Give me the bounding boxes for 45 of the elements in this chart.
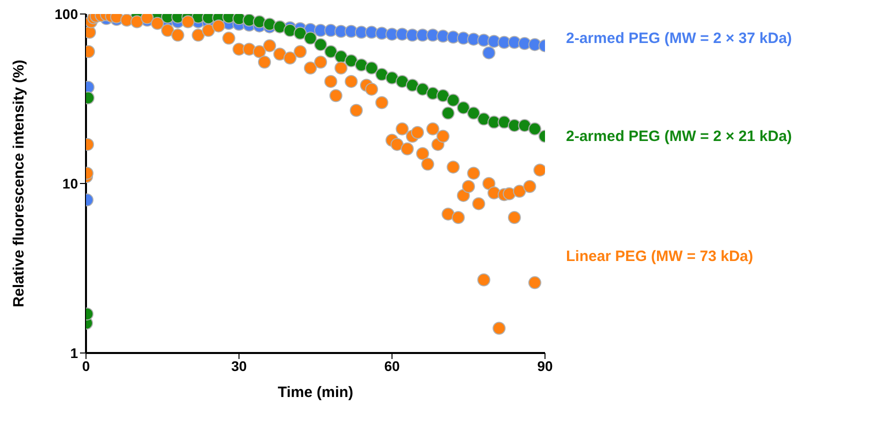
point — [498, 116, 511, 129]
point — [375, 68, 388, 81]
y-tick-label: 1 — [70, 344, 78, 361]
point — [294, 26, 307, 40]
point — [354, 58, 368, 72]
point — [386, 71, 398, 84]
point — [314, 24, 328, 37]
x-tick-label: 60 — [384, 358, 400, 374]
point — [263, 18, 276, 31]
point — [446, 94, 460, 107]
point — [324, 45, 338, 58]
x-axis-title: Time (min) — [278, 384, 354, 401]
point — [416, 82, 430, 96]
point — [528, 122, 542, 136]
point — [518, 118, 532, 132]
x-tick-label: 0 — [82, 358, 90, 374]
point — [396, 28, 409, 41]
x-tick-label: 90 — [537, 358, 553, 374]
point — [304, 32, 317, 45]
series-label: 2-armed PEG (MW = 2 × 37 kDa) — [566, 30, 792, 47]
y-tick-label: 100 — [54, 6, 78, 22]
point — [477, 112, 490, 126]
point — [344, 54, 358, 68]
x-tick-label: 30 — [231, 358, 247, 374]
point — [396, 74, 409, 88]
point — [252, 15, 266, 28]
point — [518, 36, 532, 50]
point — [242, 14, 256, 27]
point — [406, 78, 419, 92]
point — [426, 86, 440, 100]
series-label: Linear PEG (MW = 73 kDa) — [566, 248, 754, 265]
y-tick-label: 10 — [62, 175, 78, 192]
point — [467, 106, 480, 120]
y-axis-title: Relative fluorescence intensity (%) — [10, 60, 28, 308]
point — [284, 24, 296, 37]
point — [456, 101, 470, 114]
point — [442, 106, 455, 120]
point — [446, 30, 460, 44]
point — [416, 28, 430, 42]
series-label: 2-armed PEG (MW = 2 × 21 kDa) — [566, 128, 792, 145]
point — [482, 46, 496, 60]
point — [436, 89, 450, 102]
point — [365, 62, 378, 75]
point — [344, 24, 358, 38]
point — [314, 38, 328, 52]
